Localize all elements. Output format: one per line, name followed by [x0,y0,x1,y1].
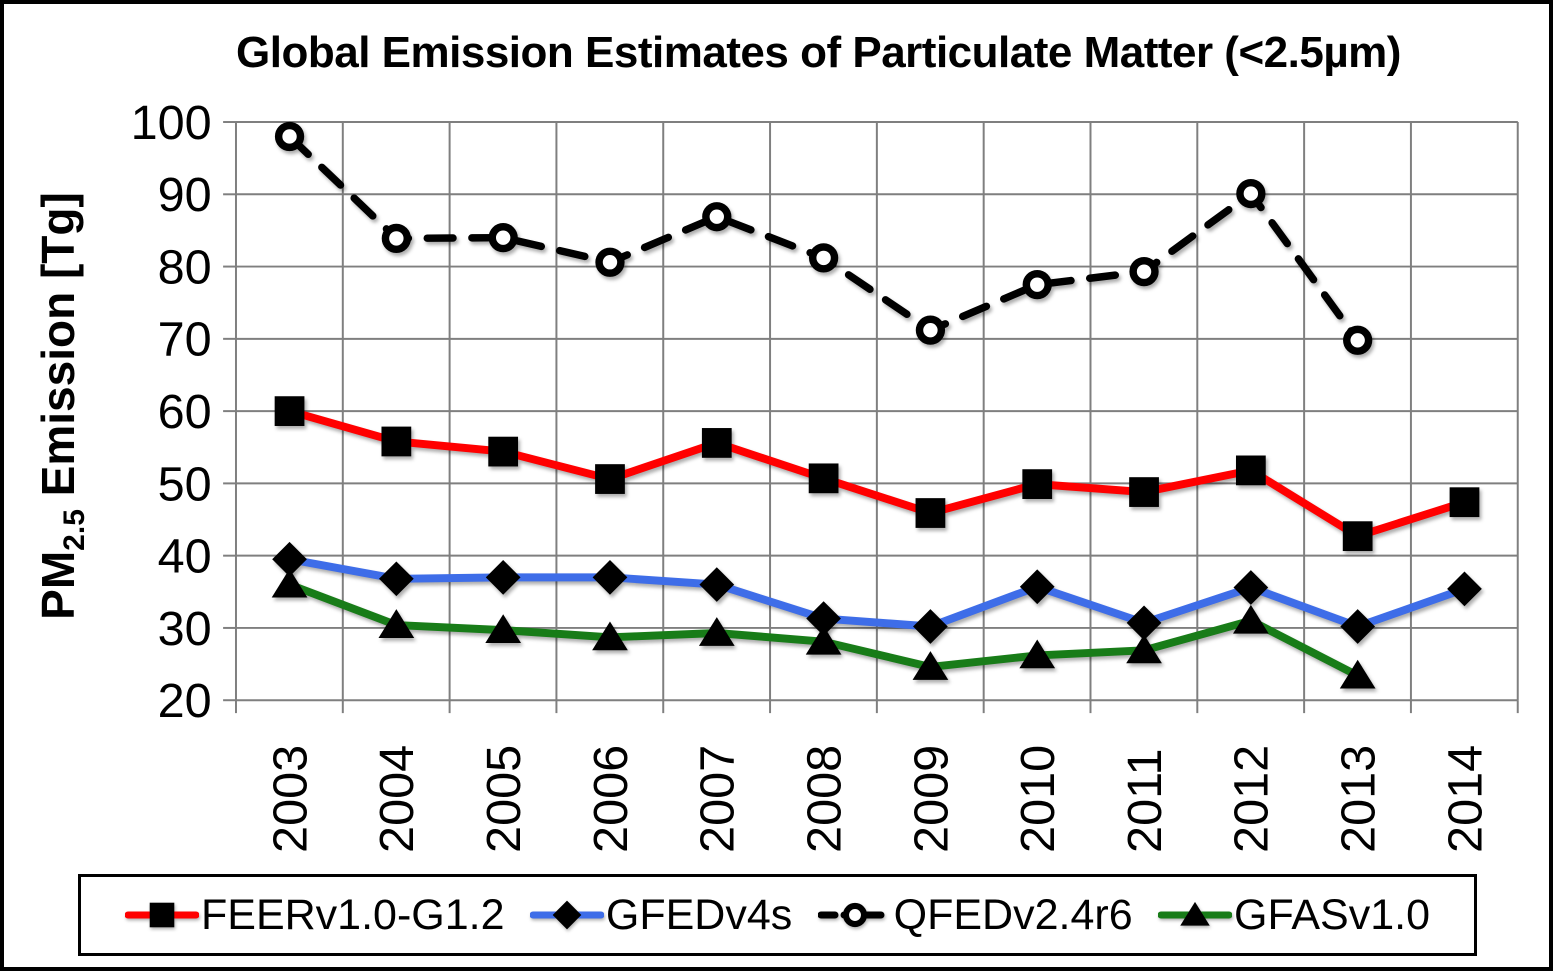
open-circle-marker-icon [702,202,732,232]
triangle-marker-icon [485,614,522,644]
open-circle-marker-icon [595,247,625,277]
diamond-marker-icon [1447,571,1482,607]
series-qfedv2.4r6 [274,121,1373,355]
square-marker-icon [1342,521,1373,552]
open-circle-marker-icon [808,243,839,273]
x-tick-label: 2004 [370,745,424,853]
triangle-marker-icon [912,651,949,680]
y-tick-label: 50 [158,457,212,511]
diamond-marker-icon [699,567,735,602]
open-circle-marker-icon [274,121,305,152]
square-marker-icon [488,436,519,467]
x-tick-label: 2006 [584,745,638,853]
x-tick-label: 2014 [1438,745,1492,853]
legend: FEERv1.0-G1.2 GFEDv4s QFEDv2.4r6 GFASv1.0 [78,874,1477,956]
open-circle-marker-icon [1343,325,1373,355]
x-tick-label: 2003 [263,745,317,853]
triangle-marker-icon [1233,604,1269,634]
legend-label: GFEDv4s [605,890,793,939]
x-tick-labels: 2003 2004 2005 2006 2007 2008 2009 2010 2011 2012… [263,745,1492,853]
x-tick-label: 2008 [797,745,851,853]
diamond-marker-icon [806,601,841,636]
chart-title: Global Emission Estimates of Particulate… [236,28,1401,77]
y-tick-labels: 100 90 80 70 60 50 40 30 20 [131,96,212,728]
y-tick-label: 60 [158,385,212,439]
legend-item-qfedv2.4r6: QFEDv2.4r6 [817,890,1133,940]
square-marker-icon [1449,487,1480,518]
triangle-marker-icon [1180,901,1210,926]
y-tick-label: 100 [131,96,212,150]
y-tick-label: 70 [158,313,212,367]
series-line [285,555,1469,631]
square-marker-icon [1022,469,1053,499]
diamond-marker-icon [1019,569,1055,605]
diamond-marker-icon [379,561,414,597]
square-marker-icon [381,426,412,457]
x-tick-label: 2009 [904,745,958,853]
square-marker-icon [274,396,305,426]
open-circle-marker-icon [842,902,867,928]
series-gfasv1.0 [271,568,1376,689]
square-marker-icon [808,463,839,494]
diamond-marker-icon [592,559,628,595]
x-tick-label: 2011 [1118,748,1172,852]
triangle-legend-swatch [1158,901,1233,926]
square-marker-icon [1235,455,1266,486]
diamond-marker-icon [552,900,582,930]
y-tick-label: 90 [158,168,212,222]
diamond-marker-icon [913,609,948,644]
triangle-marker-icon [805,625,842,655]
circle-open-legend-swatch [817,902,892,928]
triangle-marker-icon [1339,659,1376,689]
square-marker-icon [595,464,625,494]
open-circle-marker-icon [381,223,411,254]
diamond-marker-icon [272,541,307,577]
open-circle-marker-icon [1129,256,1159,287]
legend-item-gfasv1.0: GFASv1.0 [1158,891,1430,940]
x-tick-label: 2012 [1225,745,1279,853]
diamond-marker-icon [1233,570,1269,605]
diamond-legend-swatch [529,900,604,930]
square-marker-icon [701,428,732,458]
diamond-marker-icon [1340,609,1376,644]
square-marker-icon [1129,477,1159,507]
open-circle-marker-icon [488,223,518,253]
open-circle-marker-icon [915,315,946,345]
y-tick-label: 40 [158,530,212,584]
x-tick-label: 2007 [691,745,745,853]
triangle-marker-icon [1126,634,1162,664]
y-tick-label: 20 [158,674,212,728]
square-marker-icon [149,902,175,928]
series-feerv1.0-g1.2 [274,396,1480,552]
open-circle-marker-icon [1236,178,1266,209]
triangle-marker-icon [1019,639,1056,669]
triangle-marker-icon [378,609,415,638]
x-tick-label: 2005 [477,745,531,853]
legend-item-gfedv4s: GFEDv4s [529,890,793,940]
x-tick-label: 2010 [1011,745,1065,853]
x-tick-label: 2013 [1332,745,1386,853]
square-marker-icon [915,498,946,528]
legend-label: GFASv1.0 [1234,890,1430,939]
legend-label: FEERv1.0-G1.2 [201,890,505,939]
square-legend-swatch [125,902,199,928]
series-line [285,407,1469,541]
diamond-marker-icon [485,559,521,595]
legend-item-feerv1.0-g1.2: FEERv1.0-G1.2 [125,891,505,940]
triangle-marker-icon [592,621,628,651]
triangle-marker-icon [271,568,308,598]
y-tick-label: 80 [158,240,212,294]
open-circle-marker-icon [1022,270,1052,300]
y-tick-label: 30 [158,602,212,656]
triangle-marker-icon [698,617,735,646]
legend-label: QFEDv2.4r6 [893,890,1133,939]
